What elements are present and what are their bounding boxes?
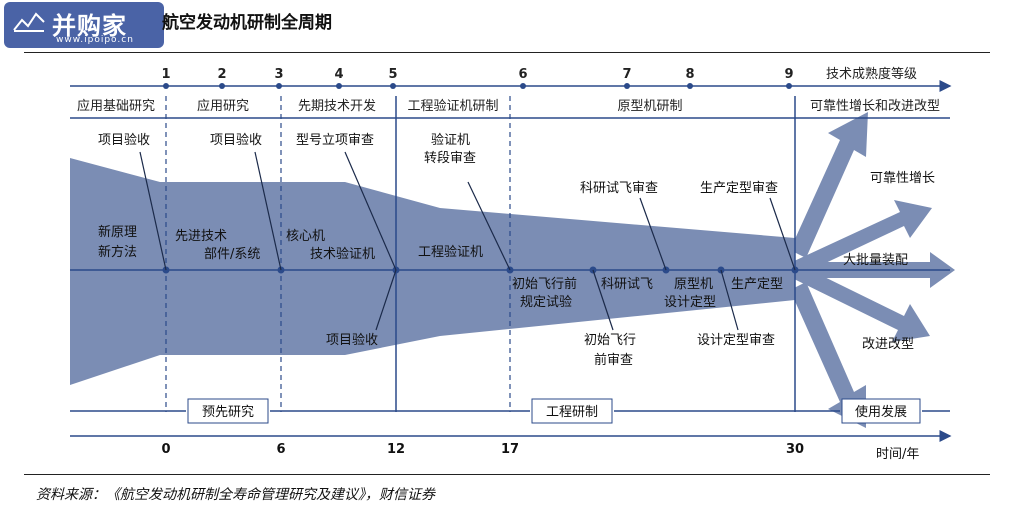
time-tick: 6 bbox=[276, 442, 285, 457]
branch-arrow-up-right bbox=[792, 200, 932, 276]
axis-label: 新原理 bbox=[98, 224, 137, 240]
milestone-label: 初始飞行 bbox=[584, 333, 636, 348]
branch-label: 改进改型 bbox=[862, 337, 914, 352]
axis-label: 新方法 bbox=[98, 244, 137, 260]
trl-level: 8 bbox=[685, 67, 694, 82]
trl-dot bbox=[687, 83, 693, 89]
stage-box bbox=[187, 398, 269, 424]
leader-line bbox=[344, 151, 397, 271]
phase-label: 应用研究 bbox=[197, 98, 249, 114]
time-axis-label: 时间/年 bbox=[876, 447, 919, 462]
trl-level: 5 bbox=[388, 67, 397, 82]
trl-level: 2 bbox=[217, 67, 226, 82]
milestone-label: 转段审查 bbox=[424, 151, 476, 166]
trl-level: 6 bbox=[518, 67, 527, 82]
trl-dot bbox=[520, 83, 526, 89]
milestone-label: 生产定型审查 bbox=[700, 181, 778, 196]
leader-line bbox=[467, 181, 511, 271]
stage-box bbox=[531, 398, 613, 424]
axis-label: 部件/系统 bbox=[204, 247, 260, 262]
milestone-label: 设计定型审查 bbox=[697, 333, 775, 348]
time-tick: 30 bbox=[786, 442, 804, 457]
milestone-label: 项目验收 bbox=[210, 132, 262, 148]
funnel-shape bbox=[70, 158, 795, 385]
leader-line bbox=[139, 151, 167, 271]
milestone-label: 型号立项审查 bbox=[296, 133, 374, 148]
phase-label: 先期技术开发 bbox=[298, 98, 376, 114]
trl-dot bbox=[276, 83, 282, 89]
milestone-label: 项目验收 bbox=[98, 132, 150, 148]
branch-arrow-down-right bbox=[792, 264, 930, 342]
trl-level: 7 bbox=[622, 67, 631, 82]
branch-arrow-down bbox=[790, 282, 866, 428]
axis-label: 初始飞行前 bbox=[512, 276, 577, 292]
milestone-label: 科研试飞审查 bbox=[580, 181, 658, 196]
leader-line bbox=[769, 197, 796, 271]
logo-url: www.ipoipo.cn bbox=[56, 35, 134, 45]
trl-levels: 1 2 3 4 5 6 7 8 9 bbox=[161, 67, 793, 82]
building-logo-icon bbox=[13, 12, 45, 32]
site-logo: 并购家 www.ipoipo.cn bbox=[4, 2, 164, 48]
top-rule bbox=[24, 52, 990, 53]
axis-label: 大批量装配 bbox=[843, 253, 908, 268]
leader-line bbox=[592, 269, 614, 331]
stage-label: 使用发展 bbox=[855, 404, 907, 420]
milestone-label: 项目验收 bbox=[326, 332, 378, 348]
axis-label: 设计定型 bbox=[664, 295, 716, 310]
trl-dot bbox=[624, 83, 630, 89]
time-tick: 17 bbox=[501, 442, 519, 457]
logo-name: 并购家 bbox=[52, 12, 127, 40]
stage-label: 工程研制 bbox=[546, 405, 598, 420]
trl-level: 1 bbox=[161, 67, 170, 82]
stage-label: 预先研究 bbox=[202, 405, 254, 420]
trl-level: 9 bbox=[784, 67, 793, 82]
axis-label: 工程验证机 bbox=[418, 244, 483, 260]
phase-label: 应用基础研究 bbox=[77, 98, 155, 114]
milestone-label: 前审查 bbox=[594, 352, 633, 368]
trl-dot bbox=[390, 83, 396, 89]
branch-label: 可靠性增长 bbox=[870, 171, 935, 186]
axis-label: 科研试飞 bbox=[601, 277, 653, 292]
phase-label: 工程验证机研制 bbox=[407, 98, 498, 114]
axis-label: 先进技术 bbox=[175, 229, 227, 244]
leader-line bbox=[720, 269, 739, 331]
trl-level: 4 bbox=[334, 67, 343, 82]
trl-axis-label: 技术成熟度等级 bbox=[826, 66, 917, 82]
time-tick: 0 bbox=[161, 442, 170, 457]
phase-label: 原型机研制 bbox=[617, 99, 682, 114]
phase-label: 可靠性增长和改进改型 bbox=[810, 99, 940, 114]
axis-label: 规定试验 bbox=[520, 294, 572, 310]
trl-dot bbox=[336, 83, 342, 89]
leader-line bbox=[375, 269, 397, 331]
axis-label: 核心机 bbox=[286, 229, 325, 244]
leader-line bbox=[254, 151, 282, 271]
bottom-rule bbox=[24, 474, 990, 475]
trl-dot bbox=[219, 83, 225, 89]
axis-label: 生产定型 bbox=[731, 277, 783, 292]
axis-label: 技术验证机 bbox=[310, 246, 375, 262]
milestone-label: 验证机 bbox=[431, 132, 470, 148]
figure-title: 航空发动机研制全周期 bbox=[162, 13, 332, 33]
trl-dot bbox=[163, 83, 169, 89]
branch-arrow-up bbox=[790, 112, 868, 258]
stage-box bbox=[841, 398, 921, 424]
trl-level: 3 bbox=[274, 67, 283, 82]
time-tick: 12 bbox=[387, 442, 405, 457]
axis-label: 原型机 bbox=[674, 277, 713, 292]
leader-line bbox=[639, 197, 667, 271]
trl-dot bbox=[786, 83, 792, 89]
source-note: 资料来源：《航空发动机研制全寿命管理研究及建议》，财信证券 bbox=[36, 487, 435, 503]
